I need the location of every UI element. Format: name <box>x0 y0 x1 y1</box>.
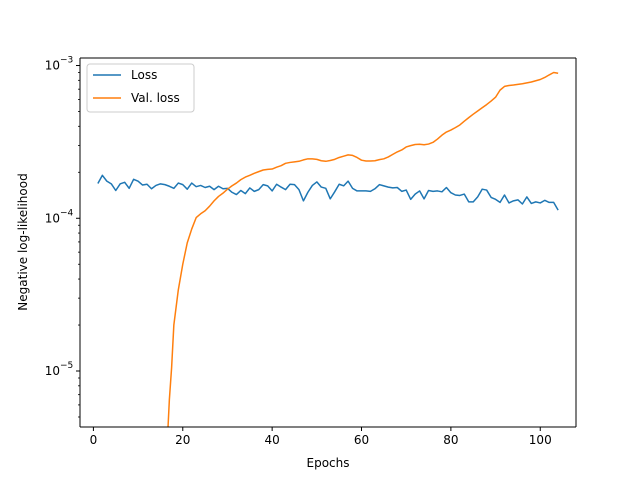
legend-label-val-loss: Val. loss <box>131 91 180 105</box>
y-tick-exponent: −4 <box>60 208 74 218</box>
y-tick-label: 10 <box>45 59 60 73</box>
y-tick-exponent: −3 <box>60 56 73 66</box>
x-tick-label: 60 <box>354 433 369 447</box>
y-axis-label: Negative log-likelihood <box>16 173 30 310</box>
x-tick-label: 80 <box>443 433 458 447</box>
y-tick-label: 10 <box>45 211 60 225</box>
y-tick-label: 10 <box>45 364 60 378</box>
legend: Loss Val. loss <box>86 63 195 113</box>
x-axis-label: Epochs <box>307 456 350 470</box>
x-axis-ticks: 0 20 40 60 80 100 <box>90 427 552 447</box>
y-tick-exponent: −5 <box>60 361 73 371</box>
series-line-val-loss <box>167 71 559 428</box>
x-tick-label: 0 <box>90 433 98 447</box>
x-tick-label: 40 <box>265 433 280 447</box>
legend-box <box>86 63 195 113</box>
legend-label-loss: Loss <box>131 68 157 82</box>
y-axis-ticks: 10−510−410−3 <box>45 56 80 418</box>
series-line-loss <box>97 174 559 211</box>
x-tick-label: 20 <box>175 433 190 447</box>
x-tick-label: 100 <box>529 433 552 447</box>
series-layer <box>97 71 559 428</box>
axes-frame <box>79 57 577 428</box>
